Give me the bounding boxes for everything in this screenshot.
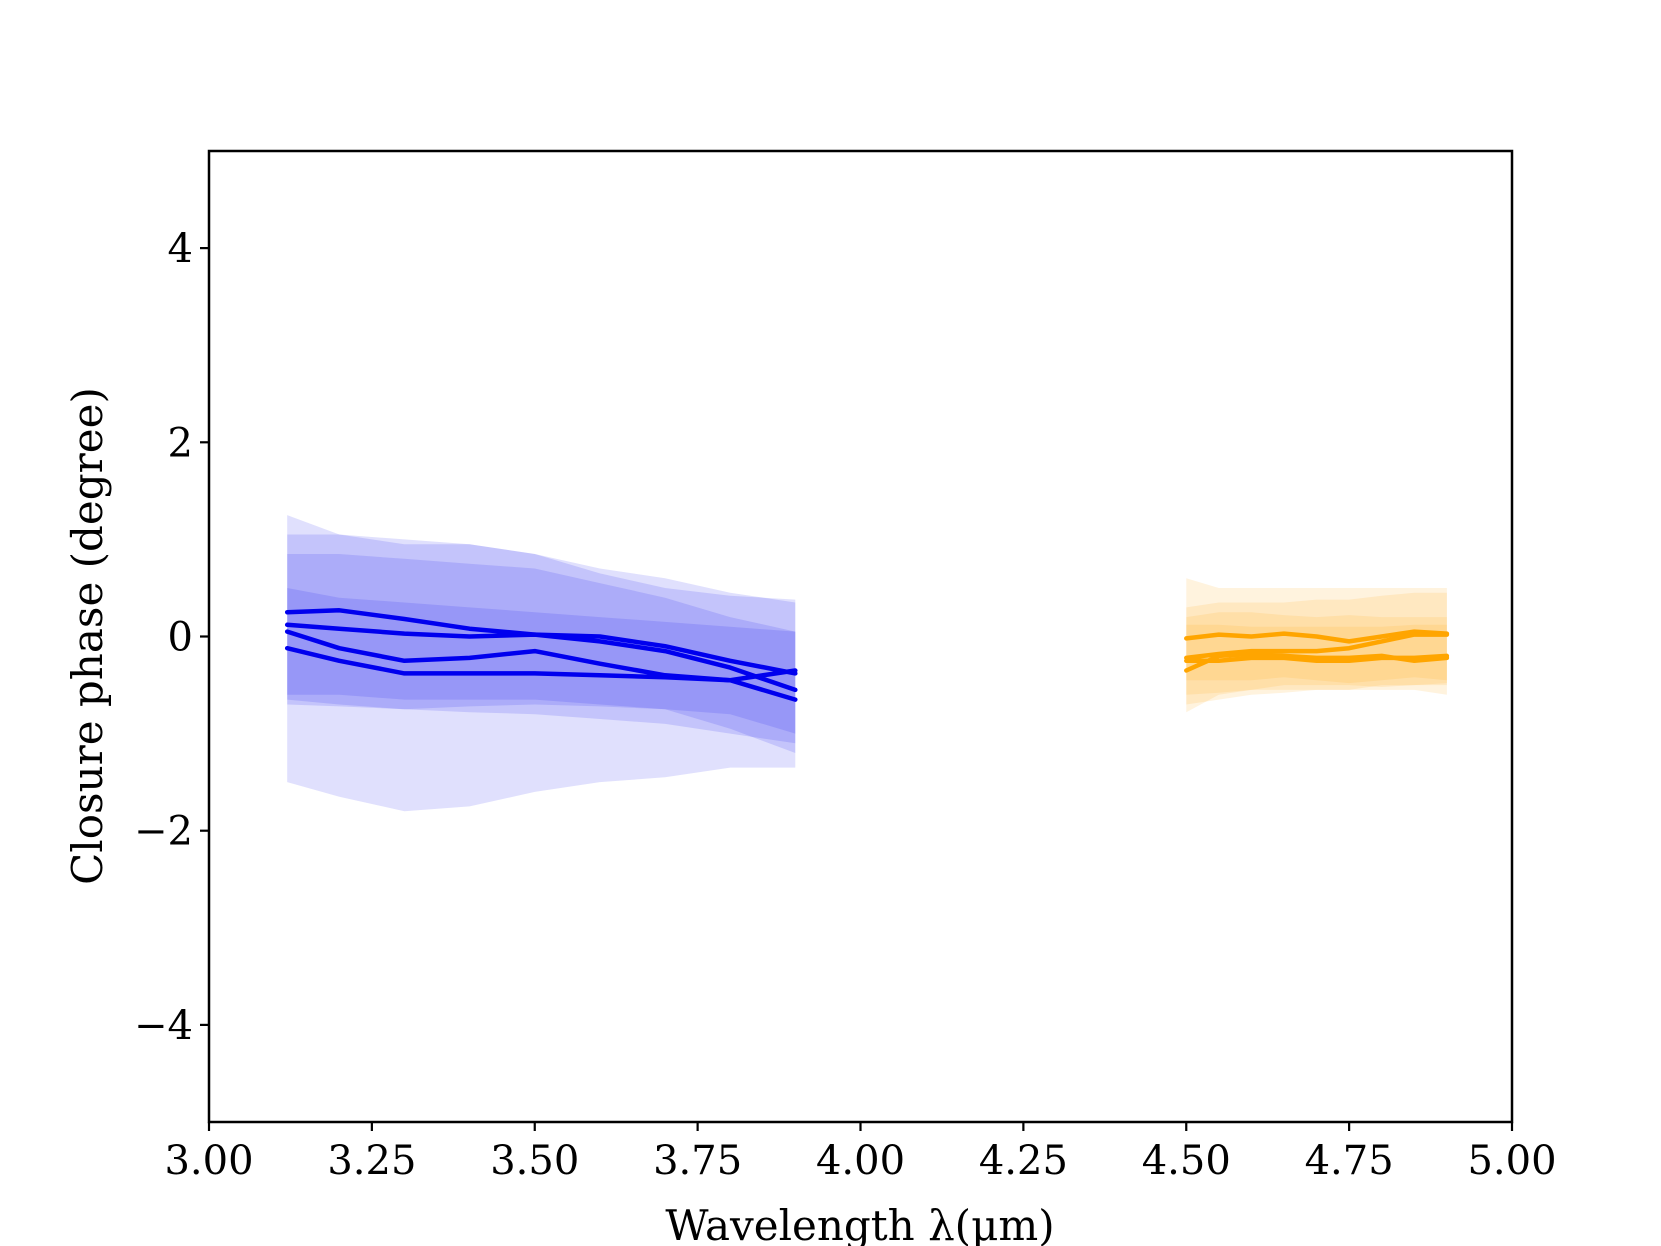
series-line-L-4 — [284, 645, 798, 702]
series-lines — [284, 608, 1450, 702]
uncertainty-band-M-6 — [1186, 592, 1447, 705]
x-tick-label: 4.50 — [1142, 1138, 1231, 1184]
series-line-M-8 — [1184, 653, 1450, 664]
y-axis-label: Closure phase (degree) — [63, 387, 112, 885]
y-tick-label: −4 — [134, 1003, 193, 1049]
series-line-L-2 — [284, 622, 798, 676]
uncertainty-band-L-4 — [287, 588, 796, 734]
y-tick-label: 4 — [168, 226, 193, 272]
y-tick-label: 2 — [168, 420, 193, 466]
x-tick-label: 3.50 — [490, 1138, 579, 1184]
x-axis-ticks: 3.00 3.25 3.50 3.75 4.00 4.25 4.50 4.75 5.00 — [164, 1122, 1557, 1184]
uncertainty-band-L-1 — [287, 534, 796, 753]
y-tick-label: −2 — [134, 809, 193, 855]
x-tick-label: 3.75 — [653, 1138, 742, 1184]
x-tick-label: 4.75 — [1305, 1138, 1394, 1184]
uncertainty-band-L-2 — [287, 554, 796, 744]
x-tick-label: 3.00 — [164, 1138, 253, 1184]
uncertainty-bands — [287, 515, 1447, 812]
x-tick-label: 4.25 — [979, 1138, 1068, 1184]
y-axis-ticks: −4 −2 0 2 4 — [134, 226, 209, 1049]
x-axis-label: Wavelength λ(μm) — [665, 1201, 1054, 1246]
uncertainty-band-L-3 — [287, 515, 796, 812]
series-line-M-5 — [1184, 629, 1450, 644]
x-tick-label: 5.00 — [1467, 1138, 1556, 1184]
x-tick-label: 4.00 — [816, 1138, 905, 1184]
y-tick-label: 0 — [168, 615, 193, 661]
x-tick-label: 3.25 — [327, 1138, 416, 1184]
